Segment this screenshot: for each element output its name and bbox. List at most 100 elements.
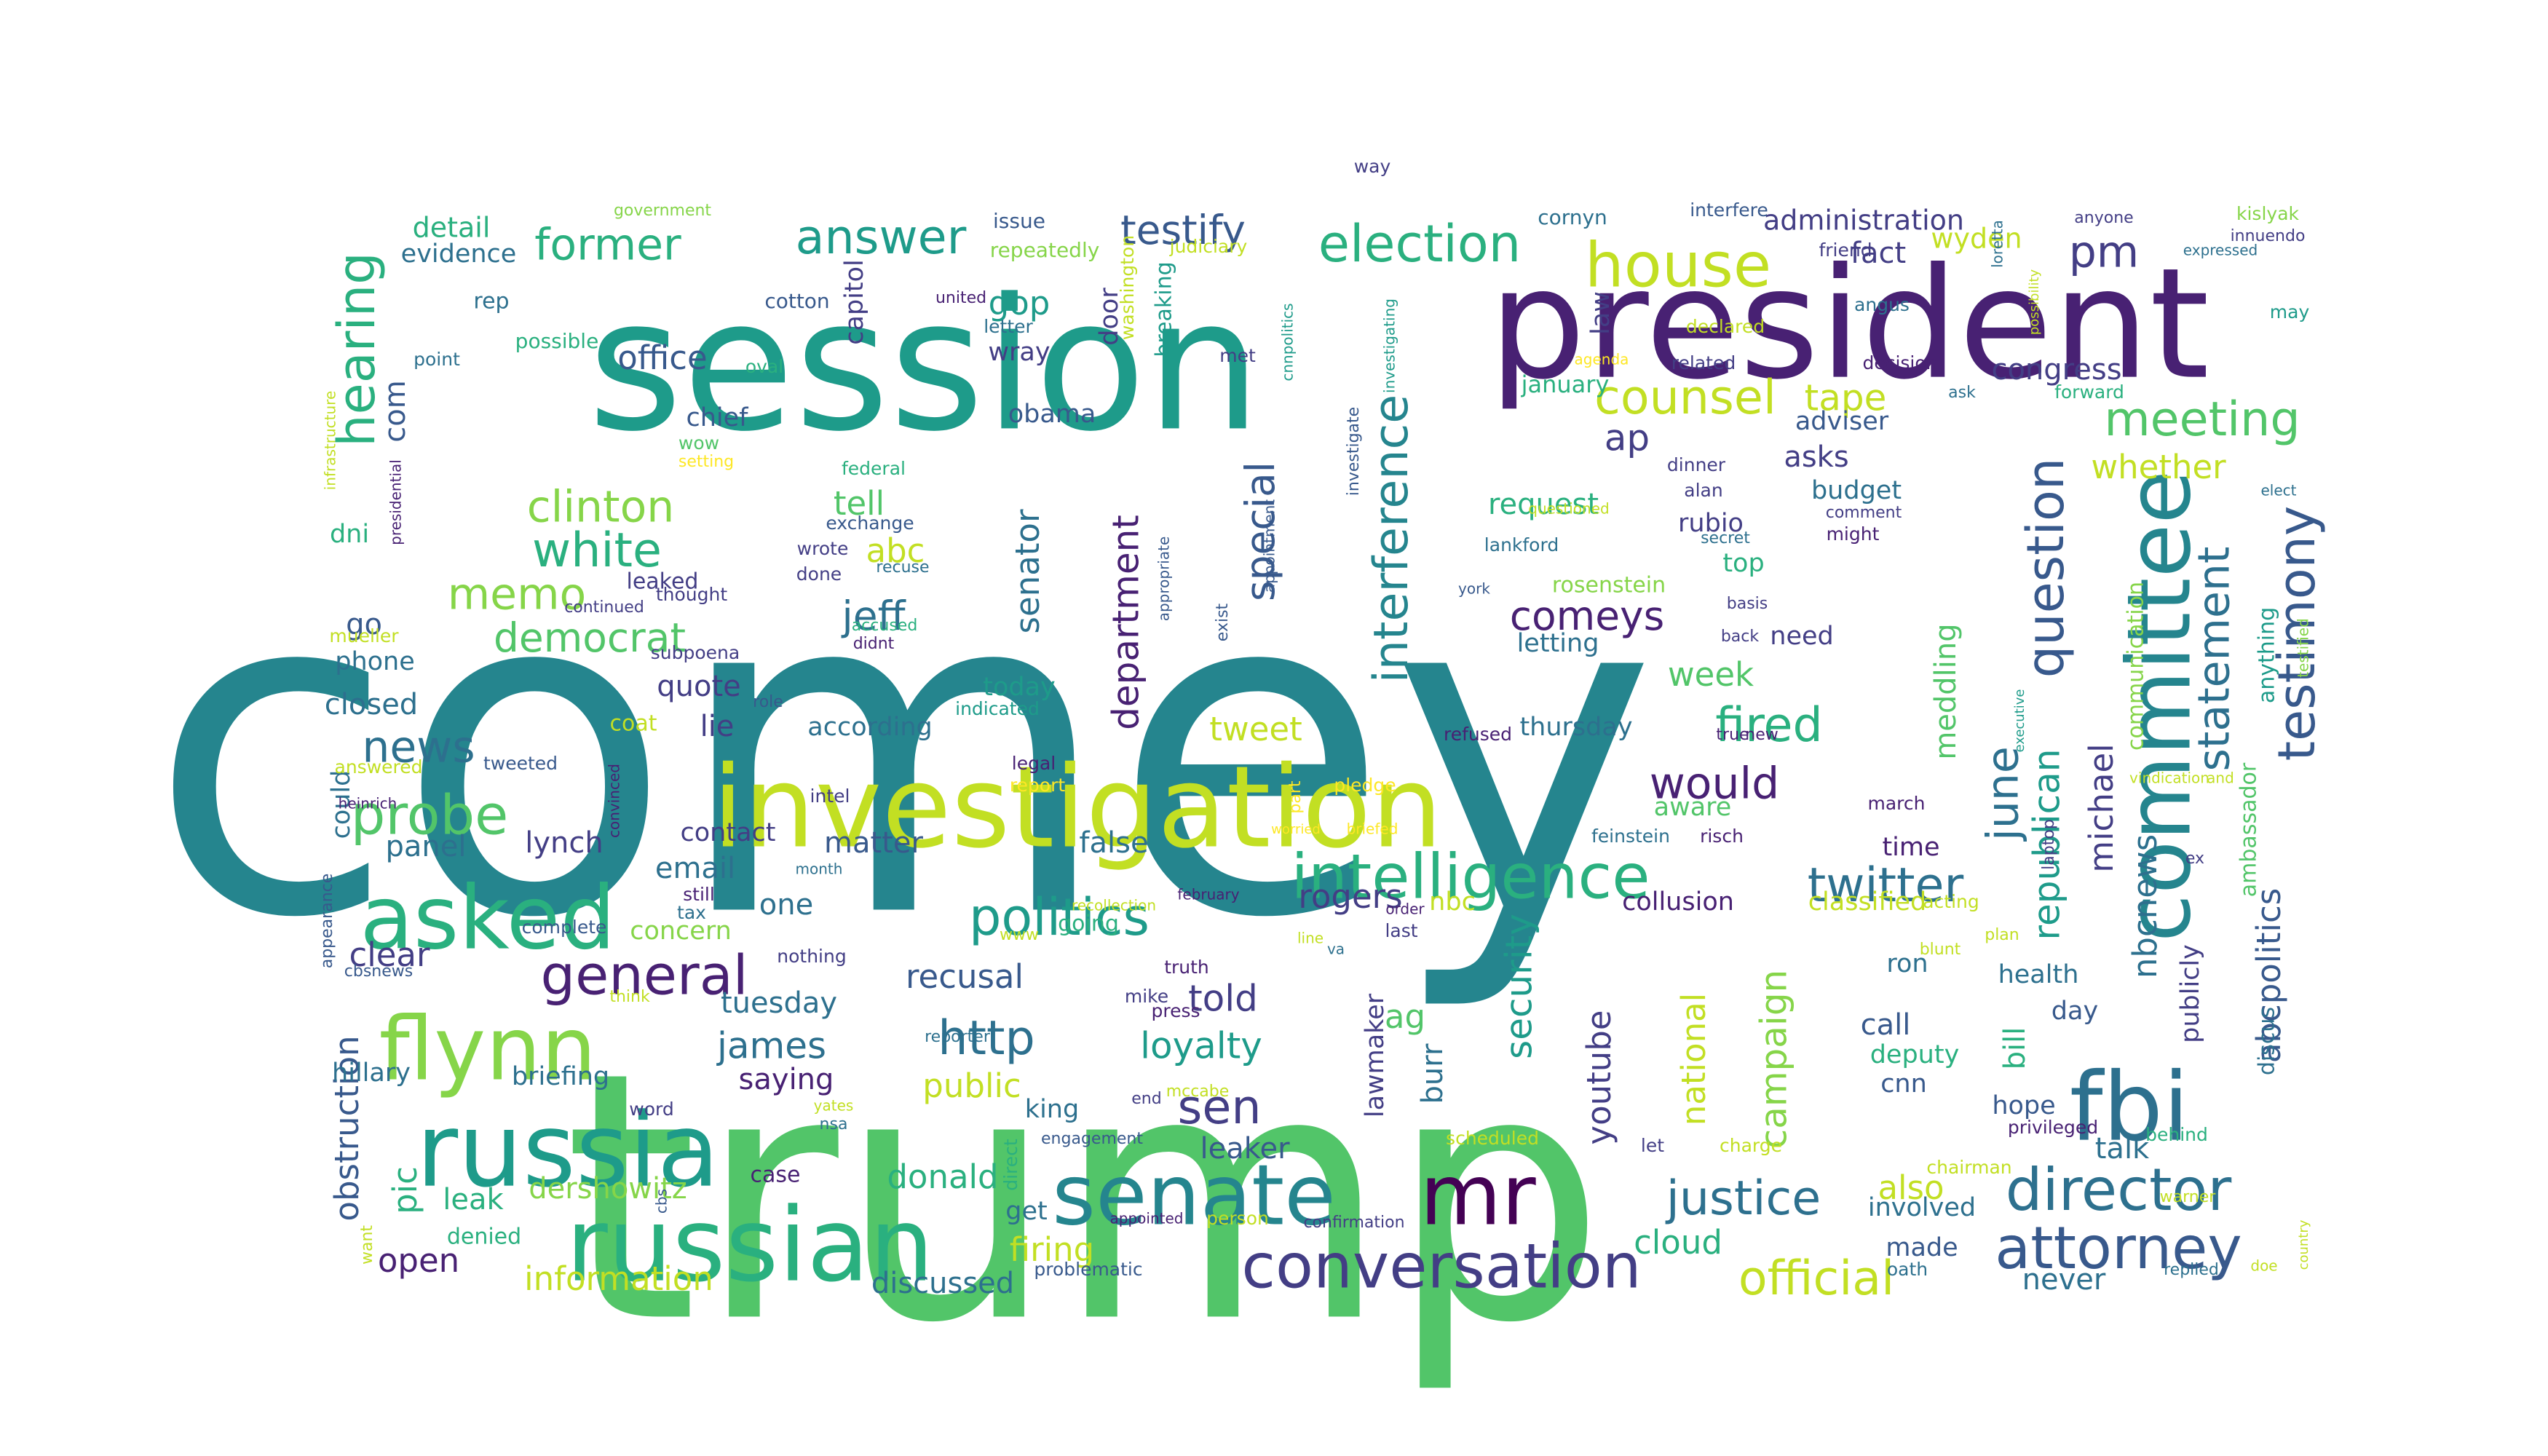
word-leak: leak — [443, 1183, 504, 1216]
word-matter: matter — [824, 826, 923, 860]
word-related: related — [1671, 352, 1736, 373]
word-bill: bill — [1998, 1027, 2032, 1070]
word-told: told — [1188, 978, 1258, 1020]
word-let: let — [1641, 1135, 1664, 1156]
word-meeting: meeting — [2104, 392, 2300, 447]
word-declared: declared — [1686, 316, 1765, 337]
word-panel: panel — [386, 830, 467, 863]
word-senate: senate — [1052, 1147, 1336, 1245]
word-presidential: presidential — [387, 459, 405, 545]
word-refused: refused — [1444, 724, 1512, 745]
word-department: department — [1105, 515, 1147, 730]
word-fbi: fbi — [2070, 1052, 2189, 1163]
word-va: va — [1327, 941, 1345, 958]
word-convinced: convinced — [606, 764, 623, 838]
word-publicly: publicly — [2176, 944, 2205, 1043]
word-youtube: youtube — [1580, 1010, 1618, 1144]
word-rosenstein: rosenstein — [1552, 573, 1666, 598]
word-statement: statement — [2189, 547, 2240, 772]
word-behind: behind — [2145, 1124, 2208, 1145]
word-exist: exist — [1214, 603, 1232, 641]
word-official: official — [1738, 1251, 1894, 1306]
word-might: might — [1827, 523, 1880, 545]
word-dni: dni — [330, 520, 369, 549]
word-nbcnews: nbcnews — [2126, 834, 2164, 978]
word-obama: obama — [1008, 400, 1096, 429]
word-truth: truth — [1164, 957, 1209, 978]
word-thought: thought — [656, 584, 728, 605]
word-hillary: hillary — [332, 1059, 411, 1088]
word-quote: quote — [657, 670, 741, 703]
word-appointment: appointment — [1261, 499, 1278, 593]
word-letter: letter — [984, 316, 1033, 337]
word-answered: answered — [335, 756, 423, 778]
word-fact: fact — [1851, 237, 1906, 270]
word-anything: anything — [2255, 607, 2280, 703]
word-february: february — [1177, 886, 1239, 903]
word-report: report — [1010, 775, 1066, 796]
word-want: want — [358, 1225, 376, 1265]
word-clear: clear — [349, 935, 430, 974]
word-email: email — [655, 852, 735, 885]
word-testified: testified — [2295, 618, 2312, 678]
word-whether: whether — [2091, 448, 2226, 486]
word-executive: executive — [2012, 689, 2027, 752]
word-hearing: hearing — [327, 252, 387, 446]
word-heinrich: heinrich — [339, 795, 397, 812]
word-also: also — [1878, 1168, 1944, 1207]
word-recollection: recollection — [1072, 897, 1156, 914]
word-accused: accused — [852, 617, 918, 635]
word-pledge: pledge — [1334, 775, 1396, 796]
word-ron: ron — [1886, 949, 1928, 978]
word-gop: gop — [989, 284, 1051, 323]
word-adviser: adviser — [1795, 407, 1889, 436]
word-republican: republican — [2026, 749, 2068, 941]
word-chairman: chairman — [1926, 1157, 2011, 1178]
word-cbsnews: cbsnews — [344, 962, 413, 981]
word-ap: ap — [1605, 417, 1650, 459]
word-king: king — [1025, 1095, 1079, 1124]
word-confirmation: confirmation — [1303, 1214, 1404, 1232]
word-decision: decision — [1862, 352, 1937, 373]
word-june: june — [1978, 746, 2029, 842]
word-pm: pm — [2069, 227, 2140, 278]
word-wow: wow — [678, 432, 719, 454]
word-rubio: rubio — [1678, 509, 1744, 538]
word-innuendo: innuendo — [2231, 227, 2306, 245]
word-recusal: recusal — [906, 957, 1024, 996]
word-yates: yates — [814, 1097, 854, 1115]
word-door: door — [1095, 288, 1124, 346]
word-contact: contact — [681, 818, 776, 847]
word-special: special — [1237, 462, 1283, 601]
word-cornyn: cornyn — [1538, 205, 1607, 229]
word-secret: secret — [1701, 529, 1750, 547]
word-need: need — [1770, 622, 1833, 651]
word-discussed: discussed — [871, 1267, 1014, 1300]
word-anyone: anyone — [2074, 209, 2133, 227]
word-worried: worried — [1271, 822, 1321, 837]
word-russian: russian — [566, 1187, 934, 1305]
word-investigating: investigating — [1381, 298, 1398, 393]
word-last: last — [1385, 920, 1417, 941]
word-thursday: thursday — [1519, 713, 1632, 742]
word-abcpolitics: abcpolitics — [2250, 888, 2288, 1063]
word-law: law — [1586, 291, 1615, 335]
word-attorney: attorney — [1995, 1214, 2242, 1282]
word-question: question — [2016, 458, 2076, 678]
word-cnnpolitics: cnnpolitics — [1279, 303, 1297, 381]
word-engagement: engagement — [1041, 1130, 1143, 1148]
word-role: role — [753, 693, 783, 711]
word-repeatedly: repeatedly — [990, 238, 1100, 262]
word-news: news — [362, 722, 475, 773]
word-campaign: campaign — [1753, 970, 1795, 1150]
word-politics: politics — [969, 887, 1150, 947]
word-acting: acting — [1923, 891, 1979, 912]
word-interference: interference — [1364, 395, 1419, 684]
word-testify: testify — [1120, 207, 1246, 253]
word-comeys: comeys — [1510, 593, 1665, 639]
word-answer: answer — [796, 210, 967, 265]
word-detail: detail — [413, 212, 491, 244]
word-forward: forward — [2054, 381, 2124, 403]
word-warner: warner — [2160, 1188, 2217, 1206]
